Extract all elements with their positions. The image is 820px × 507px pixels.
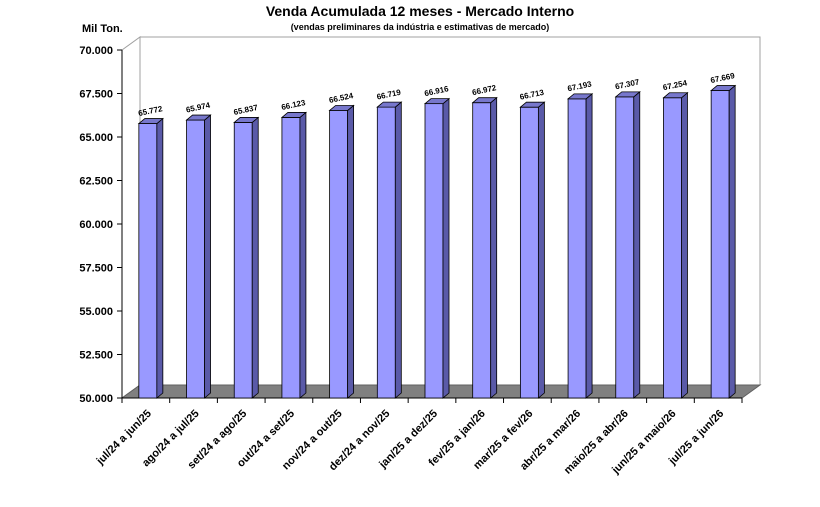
y-axis-unit-label: Mil Ton. xyxy=(82,23,123,35)
bar xyxy=(615,96,635,399)
bar-side xyxy=(728,84,736,399)
bar-side xyxy=(347,104,355,399)
y-tick-label: 57.500 xyxy=(79,263,113,275)
y-tick-label: 50.000 xyxy=(79,393,113,405)
bar-side xyxy=(204,114,211,399)
plot-area: 50.000 52.500 55.000 57.500 60.000 62.500 65.0… xyxy=(79,36,762,477)
chart-title: Venda Acumulada 12 meses - Mercado Inter… xyxy=(266,3,574,19)
y-tick-label: 60.000 xyxy=(79,219,113,231)
bar-top xyxy=(566,93,594,100)
bar xyxy=(472,102,492,399)
bar xyxy=(424,103,444,399)
bar-top xyxy=(614,91,641,98)
bar-side xyxy=(537,101,545,399)
bar-top xyxy=(185,114,212,121)
bar-side xyxy=(299,111,307,399)
bar-side xyxy=(251,116,259,399)
side-wall xyxy=(121,36,141,399)
bar xyxy=(138,123,158,399)
bar xyxy=(663,97,682,399)
y-tick-label: 67.500 xyxy=(79,89,113,101)
chart-subtitle: (vendas preliminares da indústria e esti… xyxy=(291,22,550,32)
bar-top xyxy=(423,98,451,105)
bar-side xyxy=(633,91,641,399)
bar-side xyxy=(394,101,402,399)
bar-top xyxy=(519,101,546,108)
bar-top xyxy=(328,105,355,111)
bar-side xyxy=(442,97,450,399)
bar-top xyxy=(233,117,260,123)
bar xyxy=(376,106,396,399)
bar-side xyxy=(156,117,164,399)
bar-top xyxy=(280,112,308,118)
bar xyxy=(186,119,205,399)
bar xyxy=(329,110,349,399)
bar xyxy=(233,122,253,399)
bar-side xyxy=(585,92,593,399)
y-tick-label: 55.000 xyxy=(79,306,113,318)
bar-side xyxy=(681,91,688,399)
bar-side xyxy=(490,96,498,399)
bar xyxy=(567,98,587,399)
bar-top xyxy=(662,92,689,99)
y-tick-label: 65.000 xyxy=(79,132,113,144)
bar-top xyxy=(376,101,403,108)
bar xyxy=(710,90,730,399)
bar xyxy=(519,106,539,399)
bar xyxy=(281,117,301,399)
bar-top xyxy=(137,118,164,124)
y-tick-label: 70.000 xyxy=(79,45,113,57)
y-tick-label: 52.500 xyxy=(79,350,113,362)
bar-top xyxy=(471,97,498,104)
y-tick-label: 62.500 xyxy=(79,176,113,188)
bar-top xyxy=(710,85,737,91)
